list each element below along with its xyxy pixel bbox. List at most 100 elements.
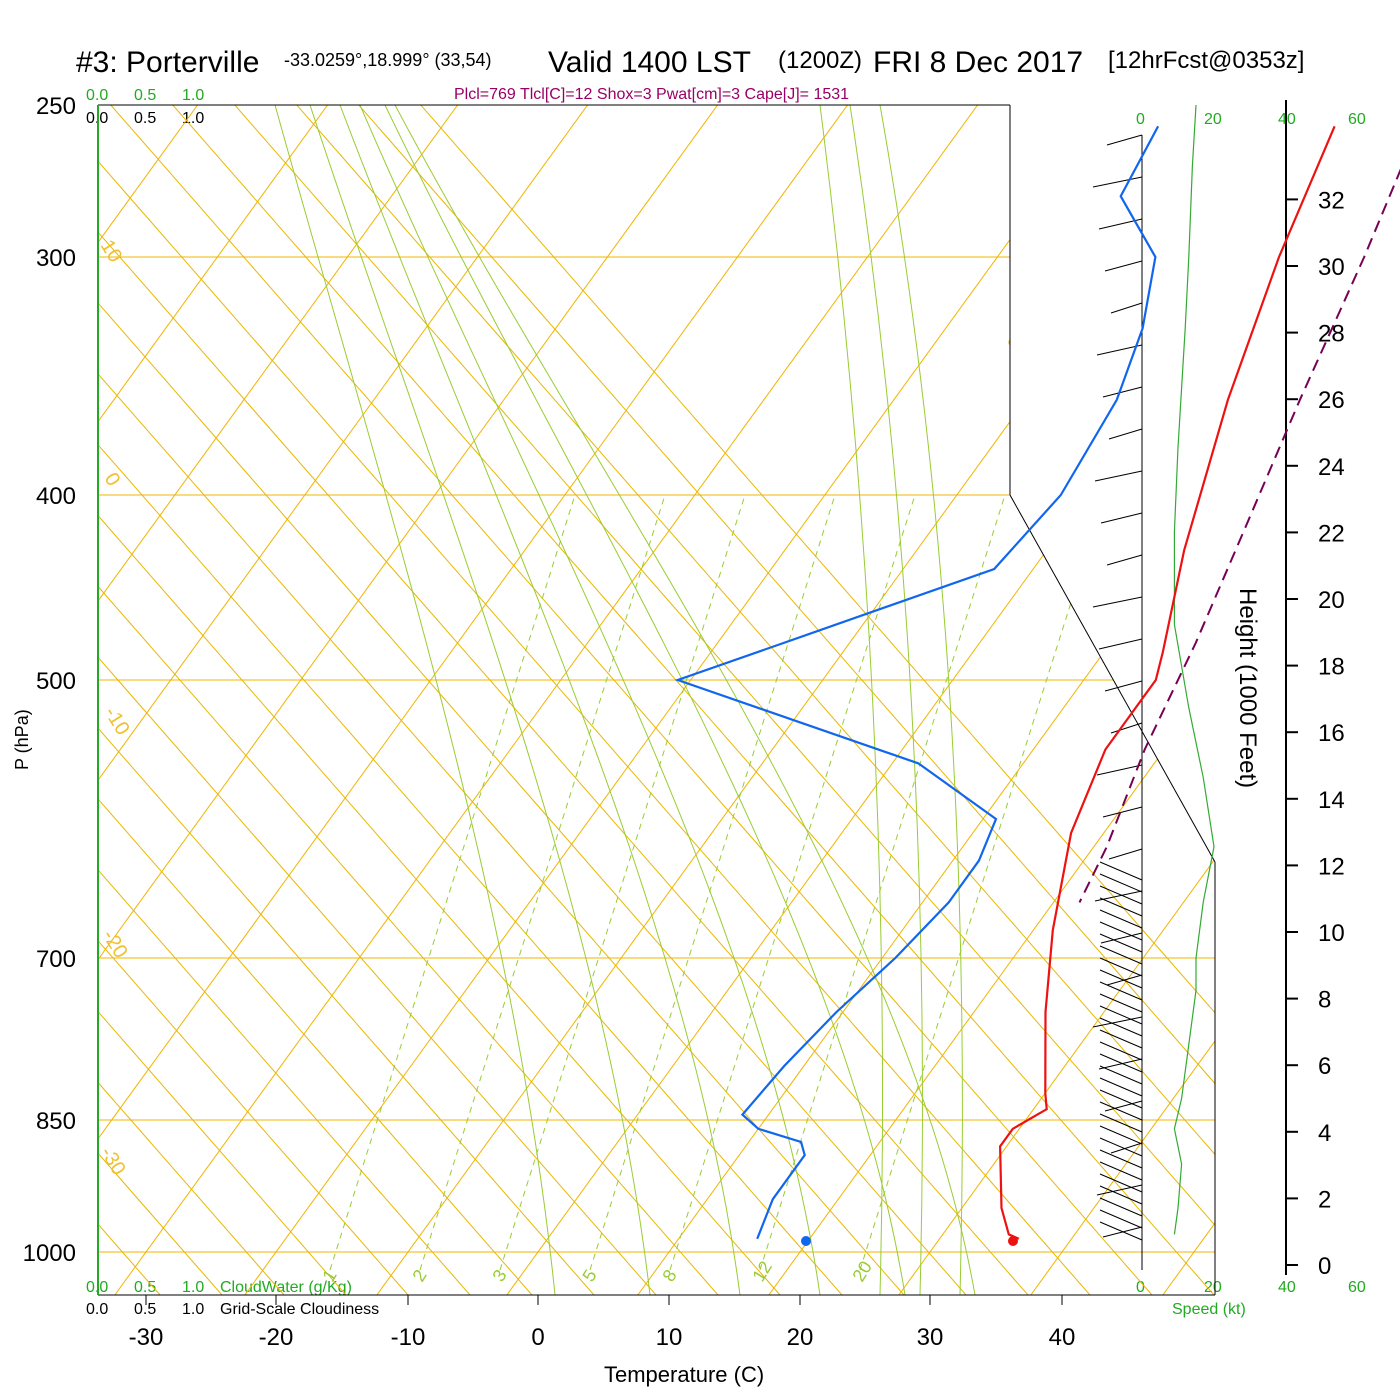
height-tick-label: 16	[1318, 720, 1345, 747]
speed-tick-top-0: 0	[1136, 111, 1145, 128]
surface-temperature-dot	[1008, 1236, 1018, 1246]
height-tick-label: 30	[1318, 254, 1345, 281]
mixing-ratio-line	[859, 494, 1106, 1271]
pressure-tick-label: 850	[36, 1108, 76, 1135]
temperature-tick-label: 40	[1049, 1324, 1076, 1351]
dry-adiabat-line	[225, 105, 1215, 1295]
wind-barb	[1099, 1221, 1143, 1241]
speed-tick-top-20: 20	[1204, 111, 1222, 128]
height-tick-label: 18	[1318, 654, 1345, 681]
wind-barb	[1099, 1137, 1143, 1157]
wind-barb	[1099, 1125, 1143, 1145]
plot-frame	[97, 100, 1287, 1296]
dry-adiabat-line	[349, 105, 1215, 1295]
height-tick-label: 32	[1318, 187, 1345, 214]
wind-barb	[1099, 945, 1143, 965]
temperature-tick-label: 20	[787, 1324, 814, 1351]
wind-barb	[1104, 260, 1143, 272]
wind-barb	[1099, 993, 1143, 1013]
wind-barb	[1099, 1209, 1143, 1229]
temperature-tick-label: -30	[129, 1324, 164, 1351]
wind-barb	[1098, 638, 1143, 650]
temperature-axis-label: Temperature (C)	[604, 1362, 764, 1387]
height-tick-label: 14	[1318, 787, 1345, 814]
wind-barb	[1110, 1142, 1143, 1154]
wind-barb	[1099, 861, 1143, 881]
isotherm-line	[1162, 105, 1215, 1295]
dry-adiabat-line	[98, 105, 1029, 1295]
wind-barb	[1092, 1016, 1143, 1028]
temperature-tick-label: -20	[259, 1324, 294, 1351]
height-tick-label: 28	[1318, 321, 1345, 348]
height-tick-label: 4	[1318, 1120, 1331, 1147]
station-title: #3: Porterville	[76, 46, 259, 79]
wind-barb	[1099, 1149, 1143, 1169]
wind-barb	[1094, 890, 1143, 902]
wind-barb	[1099, 1113, 1143, 1133]
zulu-time: (1200Z)	[778, 47, 862, 74]
isotherm-line	[898, 105, 1215, 1295]
pressure-axis-label: P (hPa)	[12, 709, 32, 770]
wind-barb	[1092, 176, 1143, 188]
mixing-ratio-label: 12	[748, 1258, 776, 1286]
isotherm-line	[1030, 105, 1215, 1295]
dry-adiabat-line	[98, 105, 843, 1295]
wind-barb	[1098, 1058, 1143, 1070]
moist-adiabat-curve	[394, 105, 976, 1295]
isotherm-line	[506, 105, 1215, 1295]
height-tick-label: 12	[1318, 853, 1345, 880]
mixing-ratio-line	[329, 494, 576, 1271]
isotherm-label: 30	[1172, 764, 1202, 795]
dry-adiabat-line	[98, 105, 285, 1295]
height-tick-label: 2	[1318, 1186, 1331, 1213]
wind-barb	[1099, 1089, 1143, 1109]
wind-barb	[1099, 897, 1143, 917]
wind-barb	[1110, 722, 1143, 734]
temperature-line	[998, 125, 1336, 1240]
mixing-ratio-label: 3	[488, 1266, 510, 1285]
wind-barb	[1100, 932, 1143, 944]
cloudiness-label: Grid-Scale Cloudiness	[220, 1301, 379, 1318]
dry-adiabat-line	[98, 105, 533, 1295]
height-tick-label: 24	[1318, 454, 1345, 481]
wind-barb	[1104, 1100, 1143, 1112]
pressure-tick-label: 700	[36, 946, 76, 973]
dry-adiabat-line	[98, 105, 719, 1295]
wind-barb	[1099, 1029, 1143, 1049]
pressure-tick-label: 400	[36, 483, 76, 510]
speed-tick-bottom-40: 40	[1278, 1279, 1296, 1296]
parcel-line	[1078, 168, 1400, 903]
wind-barb	[1106, 554, 1143, 566]
wind-barb	[1099, 969, 1143, 989]
moist-adiabat-curve	[384, 105, 906, 1295]
dry-adiabat-line	[98, 105, 781, 1295]
isotherm-label: 0	[1004, 334, 1029, 355]
mixing-ratio-line	[499, 494, 746, 1271]
sounding-indices: Plcl=769 Tlcl[C]=12 Shox=3 Pwat[cm]=3 Ca…	[454, 86, 849, 103]
isotherm-label: -30	[96, 1143, 130, 1179]
moist-adiabat-curve	[879, 105, 963, 1295]
wind-barb	[1099, 1173, 1143, 1193]
wind-barb	[1104, 680, 1143, 692]
wind-barb	[1108, 428, 1143, 440]
wind-barb	[1099, 1197, 1143, 1217]
frame-diagonal	[1009, 494, 1216, 863]
wind-barb	[1099, 1017, 1143, 1037]
moist-adiabat-curve	[849, 105, 923, 1295]
wind-barb	[1099, 1005, 1143, 1025]
isotherm-line	[98, 105, 848, 1295]
dry-adiabat-line	[98, 105, 471, 1295]
dry-adiabat-line	[98, 105, 657, 1295]
isotherm-line	[244, 105, 1108, 1295]
dry-adiabat-line	[101, 105, 1153, 1295]
wind-barb	[1108, 848, 1143, 860]
wind-barb	[1099, 1077, 1143, 1097]
mixing-ratio-line	[419, 494, 666, 1271]
wind-barb	[1099, 921, 1143, 941]
dry-adiabat-line	[98, 105, 905, 1295]
dry-adiabat-line	[98, 105, 409, 1295]
forecast-label: [12hrFcst@0353z]	[1108, 47, 1304, 74]
wind-barb	[1099, 1053, 1143, 1073]
dry-adiabat-line	[287, 105, 1215, 1295]
